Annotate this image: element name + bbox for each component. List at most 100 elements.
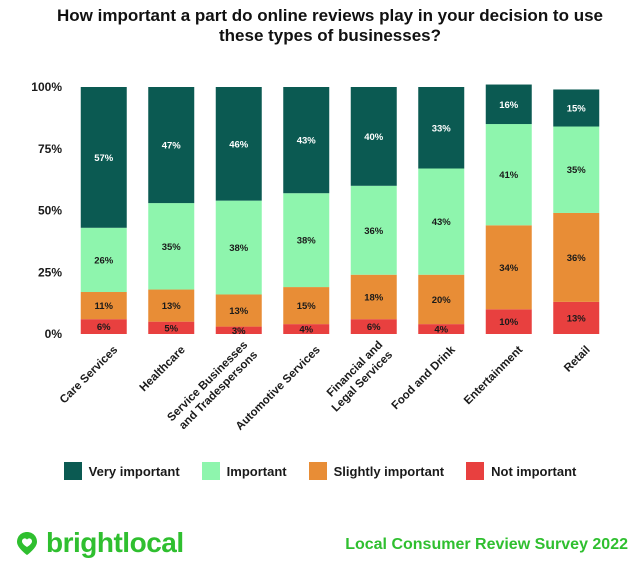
data-label: 38% [297,236,317,247]
legend-label: Very important [88,463,180,479]
legend-item: Important [201,462,287,480]
y-tick-label: 75% [38,142,62,156]
bar-segment-slightly-important [350,274,397,320]
survey-name: Local Consumer Review Survey 2022 [345,536,628,553]
bar-segment-not-important [418,324,465,334]
legend-swatch [201,462,220,480]
bar-segment-very-important [148,87,195,204]
x-category-label: Retail [562,344,593,375]
brand-name: brightlocal [46,527,184,558]
bar-segment-slightly-important [485,225,532,310]
legend-label: Important [226,463,287,479]
bar-segment-slightly-important [553,212,600,302]
bar-segment-slightly-important [80,292,127,320]
data-label: 41% [499,170,519,181]
data-label: 15% [567,103,587,114]
x-category-label: Food and Drink [390,344,459,413]
bar-segment-important [148,203,195,290]
bar-segment-not-important [553,301,600,334]
bar-segment-important [418,168,465,275]
data-label: 34% [499,263,519,274]
data-label: 40% [364,132,384,143]
legend: Very important Important Slightly importan… [0,462,640,480]
data-label: 4% [299,325,313,336]
bar-segment-very-important [350,87,397,186]
data-label: 18% [364,292,384,303]
bar-segment-important [553,126,600,213]
location-pin-icon [17,532,37,555]
data-label: 20% [432,295,452,306]
data-label: 3% [232,326,246,337]
data-label: 38% [229,243,249,254]
bar-segment-slightly-important [418,274,465,325]
legend-label: Slightly important [333,463,445,479]
bar-segment-very-important [283,87,330,194]
data-label: 11% [95,301,114,312]
y-axis: 0% 25% 50% 75% 100% [31,80,62,341]
data-label: 35% [567,165,587,176]
data-label: 46% [229,139,249,150]
data-label: 36% [567,253,587,264]
data-label: 35% [162,242,182,253]
bar-segment-important [80,227,127,293]
y-tick-label: 25% [38,265,62,279]
x-tick-label: Care Services [58,344,120,406]
data-label: 6% [367,322,381,333]
data-label: 26% [94,255,114,266]
data-label: 5% [164,323,178,334]
legend-item: Very important [63,462,180,480]
bar-segment-not-important [350,319,397,334]
bar-segment-important [350,185,397,275]
bar-segment-very-important [553,89,600,127]
bars: 6% 11% 26% 57% 5% 13% 35% 47% 3% 13% 38% 46% 4% 15% 38… [80,84,600,337]
data-label: 43% [432,217,452,228]
data-label: 6% [97,322,111,333]
bar-segment-very-important [215,87,262,201]
bar-segment-not-important [148,321,195,334]
y-tick-label: 0% [45,327,63,341]
data-label: 33% [432,123,452,134]
legend-swatch [466,462,485,480]
x-tick-label: Entertainment [462,344,525,407]
data-label: 57% [94,153,114,164]
bar-segment-slightly-important [215,294,262,327]
bar-segment-not-important [215,326,262,334]
bar-segment-important [283,193,330,288]
bar-segment-very-important [80,87,127,228]
y-tick-label: 100% [31,80,62,94]
x-tick-label: Healthcare [138,344,188,394]
legend-swatch [63,462,82,480]
bar-segment-important [485,124,532,226]
data-label: 36% [364,226,384,237]
x-category-label: Healthcare [138,344,188,394]
stacked-bar-chart: 0% 25% 50% 75% 100% 6% 11% 26% 57% 5% 13% 35% 47% 3%… [31,80,600,433]
x-tick-label: Food and Drink [390,344,459,413]
legend-swatch [308,462,327,480]
bar-segment-slightly-important [283,287,330,325]
bar-segment-very-important [418,87,465,169]
data-label: 13% [162,301,182,312]
data-label: 15% [297,301,317,312]
x-tick-label: Retail [562,344,593,375]
x-category-label: Entertainment [462,344,525,407]
bar-segment-very-important [485,84,532,125]
legend-label: Not important [491,463,577,479]
bar-segment-important [215,200,262,295]
data-label: 13% [567,313,587,324]
chart-title: How important a part do online reviews p… [57,6,603,45]
bar-segment-not-important [485,309,532,334]
data-label: 10% [499,317,519,328]
data-label: 47% [162,141,182,152]
data-label: 43% [297,136,317,147]
bar-segment-not-important [80,319,127,334]
x-category-label: Care Services [58,344,120,406]
brand-logo: brightlocal [14,527,184,559]
bar-segment-slightly-important [148,289,195,322]
legend-item: Slightly important [308,462,445,480]
bar-segment-not-important [283,324,330,334]
data-label: 13% [229,306,249,317]
data-label: 4% [434,325,448,336]
legend-item: Not important [466,462,576,480]
